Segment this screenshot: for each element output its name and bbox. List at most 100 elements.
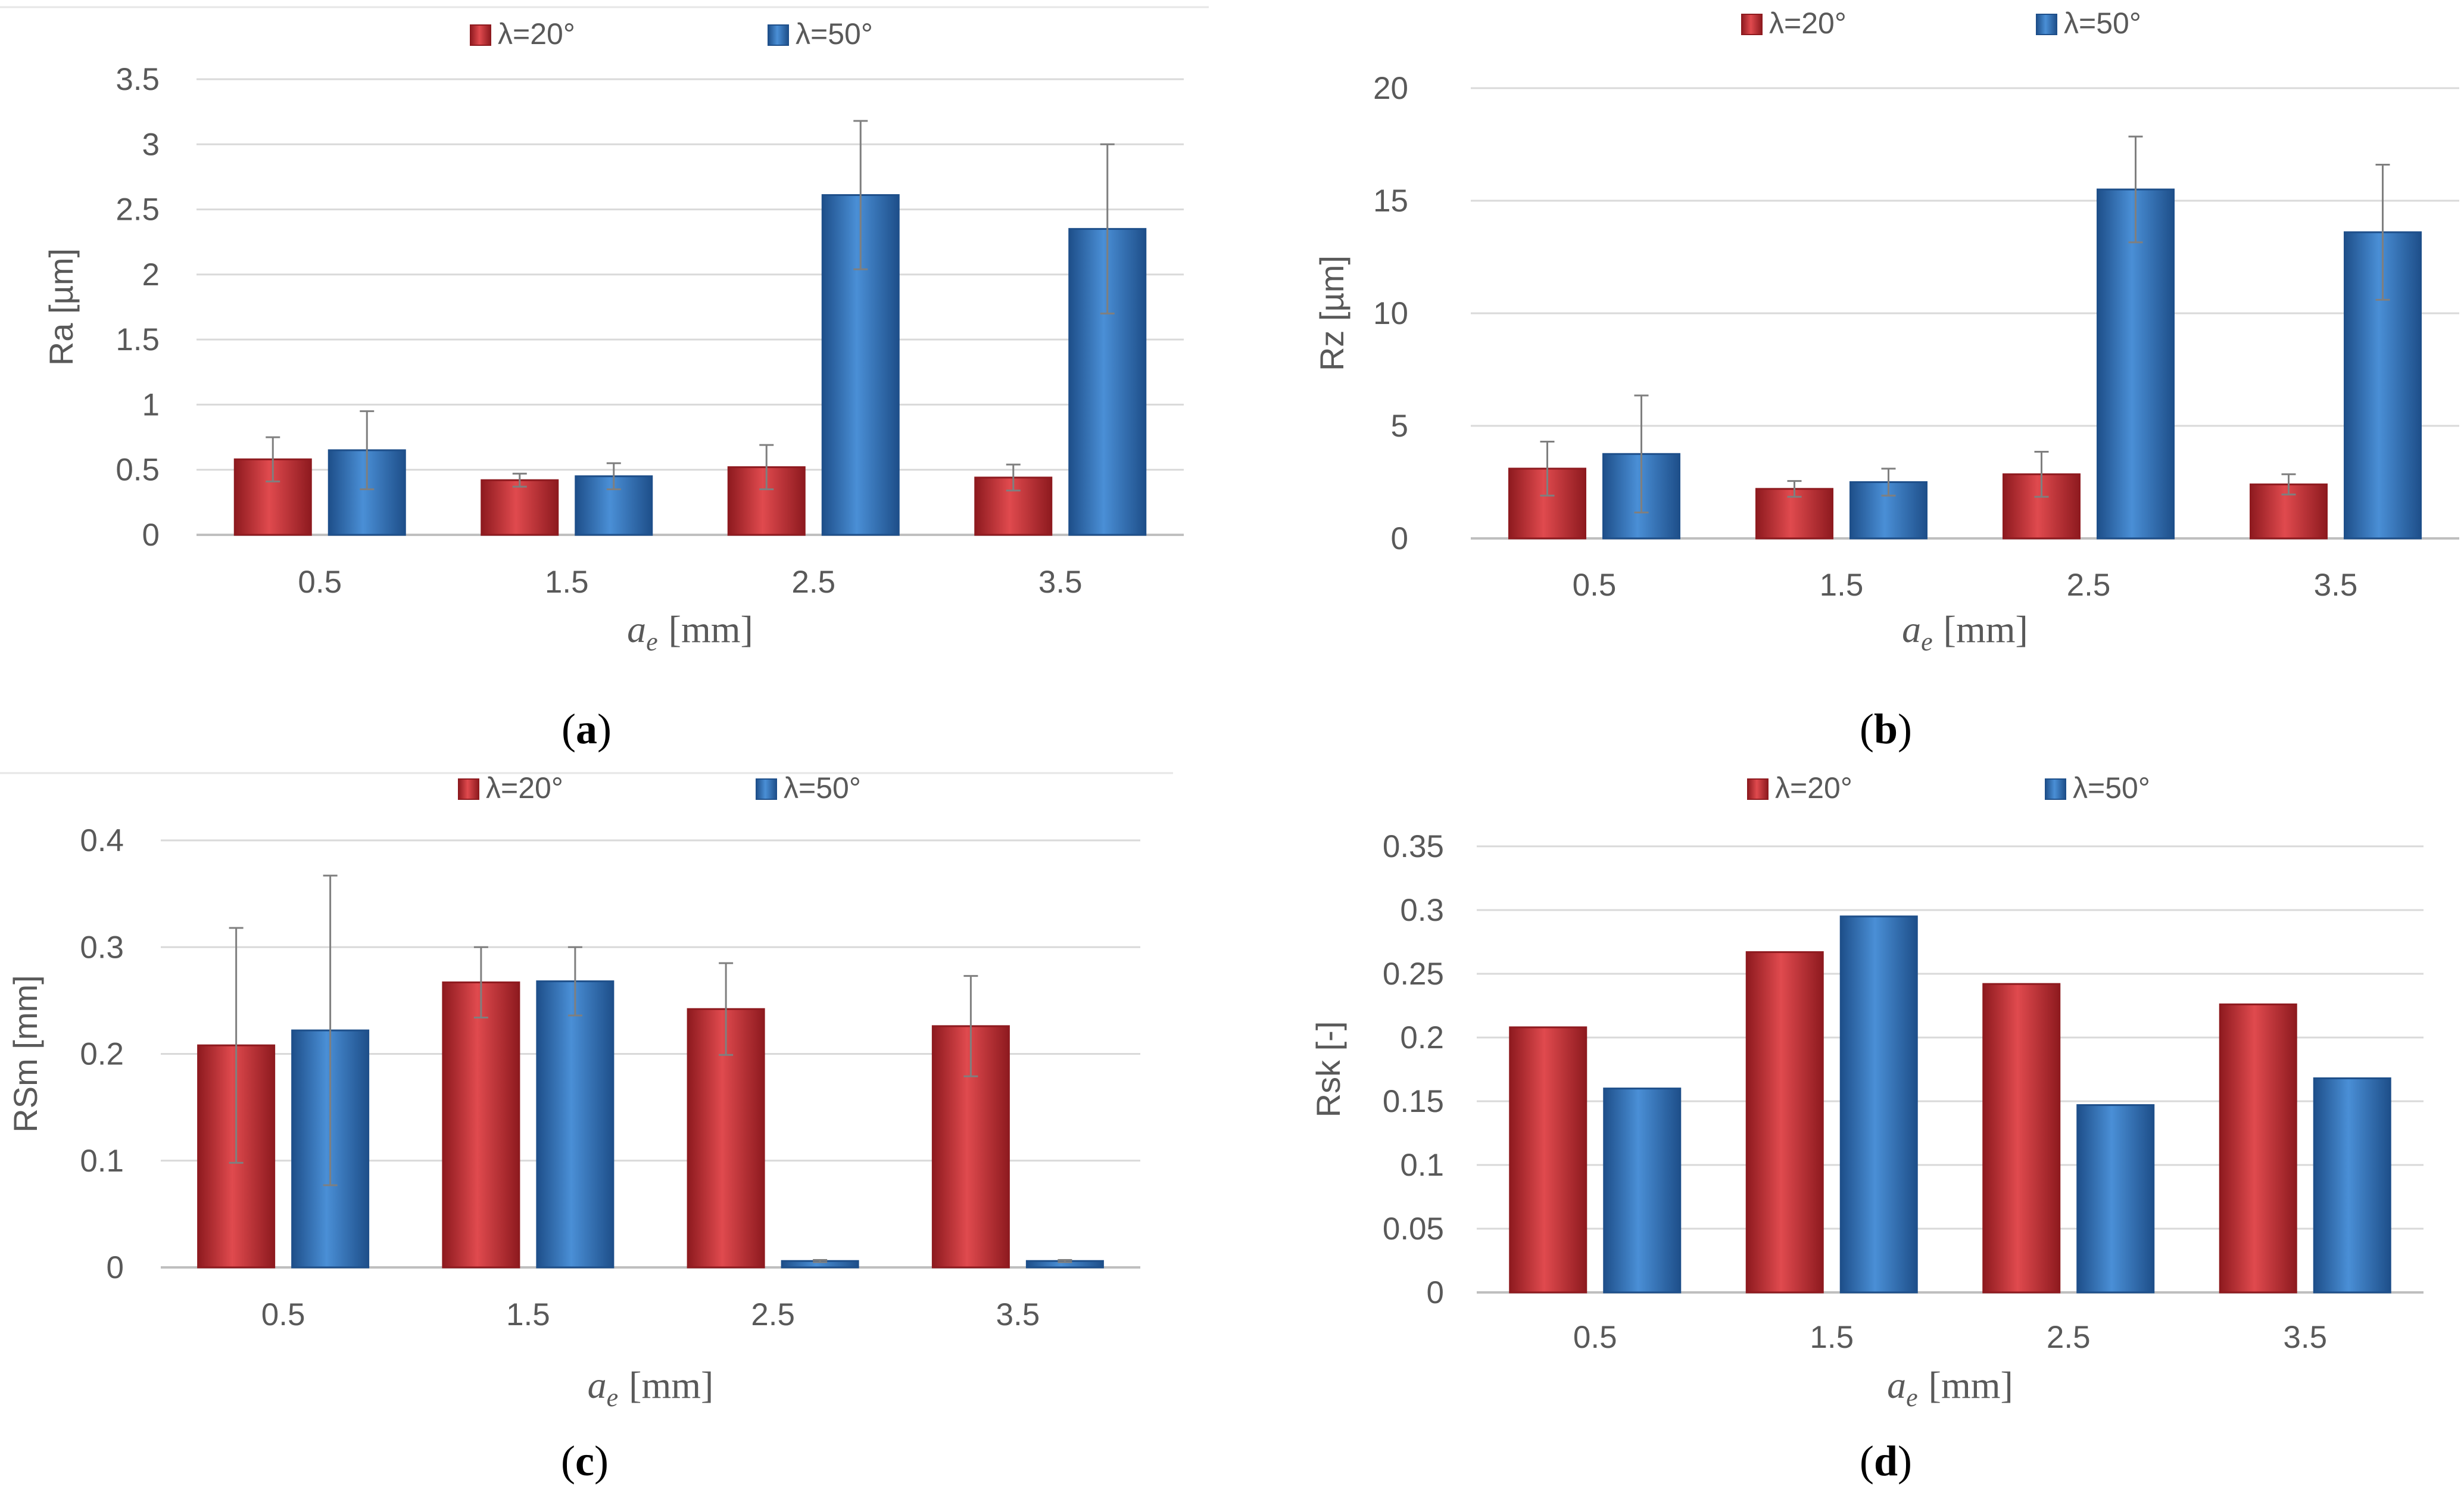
bar-lambda20-1.5 (442, 981, 520, 1269)
x-tick-label: 1.5 (545, 565, 589, 600)
bar-lambda20-2.5 (2003, 473, 2081, 540)
y-tick-label: 2 (142, 257, 160, 292)
legend-label: λ=50° (2064, 7, 2141, 40)
bar-lambda20-3.5 (2219, 1003, 2297, 1294)
legend-swatch (756, 778, 777, 800)
x-tick-label: 0.5 (1573, 568, 1617, 603)
legend-swatch (2036, 14, 2057, 35)
chart-panel-c: 0 0.1 0.2 0.3 0.4 RSm [mm] 0.5 1.5 2.5 3.5 ae [mm] λ… (7, 771, 1140, 1485)
x-tick-label: 2.5 (791, 565, 835, 600)
x-axis-label-sub: e (607, 1383, 619, 1412)
bar-lambda50-1.5 (536, 980, 615, 1269)
x-tick-label: 2.5 (2067, 568, 2111, 603)
y-tick-label: 0 (1391, 521, 1408, 556)
x-axis-label-var: a (1902, 608, 1921, 650)
y-tick-label: 10 (1373, 296, 1408, 331)
x-tick-label: 2.5 (751, 1297, 795, 1332)
y-tick-label: 0 (142, 518, 160, 553)
y-tick-label: 0.2 (1400, 1020, 1444, 1055)
bar-lambda50-2.5 (2097, 188, 2175, 540)
x-axis-label-var: a (1887, 1364, 1906, 1406)
x-tick-label: 3.5 (2314, 568, 2358, 603)
x-axis-label-unit: [mm] (1929, 1364, 2013, 1406)
y-tick-label: 3.5 (116, 62, 160, 97)
bar-lambda20-0.5 (1508, 468, 1586, 540)
y-tick-label: 2.5 (116, 192, 160, 228)
legend-label: λ=50° (796, 17, 873, 51)
y-tick-label: 0.3 (1400, 893, 1444, 928)
legend-swatch (1747, 778, 1769, 800)
legend-swatch (2045, 778, 2066, 800)
x-axis-label-unit: [mm] (669, 608, 753, 650)
bar-lambda50-1.5 (1839, 915, 1918, 1294)
legend-label: λ=20° (486, 771, 563, 805)
x-axis-label-sub: e (1906, 1383, 1918, 1412)
y-tick-label: 0.2 (80, 1037, 124, 1072)
x-axis-label-sub: e (1921, 627, 1933, 656)
bar-lambda20-2.5 (1982, 983, 2061, 1294)
x-axis-label-unit: [mm] (629, 1364, 713, 1406)
y-axis-label: RSm [mm] (7, 975, 44, 1132)
y-tick-label: 0.5 (116, 453, 160, 488)
chart-panel-b: 0 5 10 15 20 Rz [µm] 0.5 1.5 2.5 3.5 ae [mm] λ=20° λ=… (1313, 7, 2459, 753)
bar-lambda50-1.5 (1849, 481, 1927, 540)
x-axis-label-sub: e (646, 627, 658, 656)
bar-lambda50-2.5 (2076, 1104, 2155, 1294)
y-tick-label: 0.4 (80, 823, 124, 858)
x-tick-label: 1.5 (1810, 1320, 1854, 1355)
y-tick-label: 20 (1373, 71, 1408, 106)
legend-swatch (470, 24, 491, 46)
chart-panel-a: 0 0.5 1 1.5 2 2.5 3 3.5 Ra [µm] 0.5 1.5 2.5 3.5 ae [mm… (42, 17, 1184, 753)
y-axis-label: Rsk [-] (1309, 1021, 1347, 1118)
x-tick-label: 3.5 (1038, 565, 1083, 600)
legend-swatch (1741, 14, 1763, 35)
x-tick-label: 0.5 (1573, 1320, 1617, 1355)
panel-caption: (c) (561, 1437, 609, 1485)
x-tick-label: 1.5 (506, 1297, 550, 1332)
y-tick-label: 1 (142, 387, 160, 422)
y-axis-label: Rz [µm] (1313, 256, 1350, 371)
x-axis-label-var: a (588, 1364, 607, 1406)
legend-label: λ=50° (2073, 771, 2150, 805)
chart-panel-d: 0 0.05 0.1 0.15 0.2 0.25 0.3 0.35 Rsk [-] 0.5 1.5 2… (1309, 771, 2424, 1485)
x-tick-label: 1.5 (1820, 568, 1864, 603)
x-tick-label: 0.5 (261, 1297, 305, 1332)
x-axis-label: ae [mm] (588, 1364, 714, 1412)
y-tick-label: 0.35 (1383, 829, 1444, 864)
legend-label: λ=20° (1769, 7, 1847, 40)
x-tick-label: 3.5 (996, 1297, 1040, 1332)
y-axis-label: Ra [µm] (42, 248, 80, 366)
legend-label: λ=20° (498, 17, 575, 51)
bar-lambda20-1.5 (481, 479, 559, 536)
y-tick-label: 0 (107, 1250, 124, 1285)
bar-lambda50-0.5 (328, 449, 406, 536)
y-tick-label: 0.1 (1400, 1148, 1444, 1183)
x-tick-label: 2.5 (2047, 1320, 2091, 1355)
y-tick-label: 3 (142, 127, 160, 162)
bar-lambda50-0.5 (1603, 1088, 1682, 1294)
legend-swatch (768, 24, 789, 46)
y-tick-label: 0.3 (80, 930, 124, 965)
y-tick-label: 15 (1373, 183, 1408, 219)
legend-label: λ=20° (1775, 771, 1852, 805)
x-axis-label-var: a (627, 608, 646, 650)
y-tick-label: 5 (1391, 409, 1408, 444)
bar-lambda20-1.5 (1745, 951, 1824, 1294)
x-tick-label: 0.5 (298, 565, 342, 600)
y-tick-label: 1.5 (116, 322, 160, 357)
panel-caption: (b) (1860, 705, 1912, 753)
x-axis-label: ae [mm] (1902, 608, 2028, 656)
legend-swatch (458, 778, 479, 800)
x-axis-label: ae [mm] (627, 608, 753, 656)
x-axis-label: ae [mm] (1887, 1364, 2013, 1412)
panel-caption: (a) (562, 705, 612, 753)
y-tick-label: 0.15 (1383, 1084, 1444, 1119)
x-tick-label: 3.5 (2283, 1320, 2327, 1355)
panel-caption: (d) (1860, 1437, 1912, 1485)
legend-label: λ=50° (784, 771, 861, 805)
x-axis-label-unit: [mm] (1944, 608, 2028, 650)
bar-lambda50-3.5 (2313, 1077, 2391, 1294)
y-tick-label: 0 (1427, 1275, 1444, 1310)
y-tick-label: 0.25 (1383, 957, 1444, 992)
